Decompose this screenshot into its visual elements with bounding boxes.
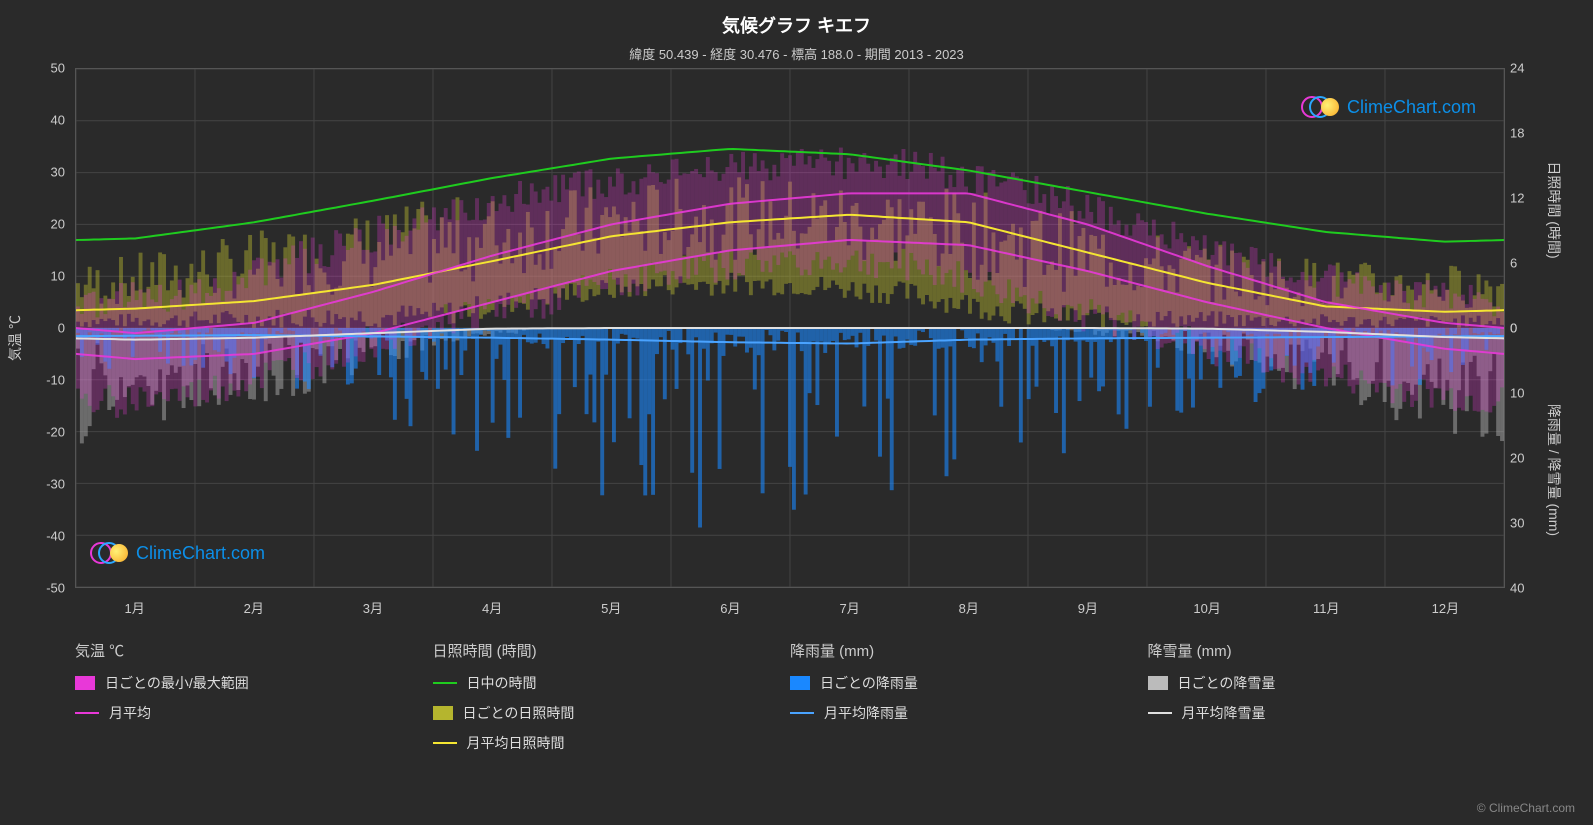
legend-swatch bbox=[1148, 676, 1168, 690]
legend-label: 日中の時間 bbox=[467, 673, 537, 693]
legend-label: 日ごとの最小/最大範囲 bbox=[105, 673, 249, 693]
legend-col-temperature: 気温 ℃ 日ごとの最小/最大範囲 月平均 bbox=[75, 640, 433, 800]
legend-label: 日ごとの降雪量 bbox=[1178, 673, 1276, 693]
chart-container: { "title": "気候グラフ キエフ", "subtitle": "緯度 … bbox=[0, 0, 1593, 825]
legend-label: 月平均降雪量 bbox=[1182, 703, 1266, 723]
copyright-text: © ClimeChart.com bbox=[1477, 801, 1575, 815]
legend-label: 月平均日照時間 bbox=[467, 733, 565, 753]
chart-title: 気候グラフ キエフ bbox=[0, 0, 1593, 38]
legend-item-rain-avg: 月平均降雨量 bbox=[790, 703, 1148, 723]
legend-item-snow-avg: 月平均降雪量 bbox=[1148, 703, 1506, 723]
legend-swatch bbox=[75, 676, 95, 690]
y-axis-right-bottom-label: 降雨量 / 降雪量 (mm) bbox=[1544, 404, 1564, 536]
legend-line-swatch bbox=[790, 712, 814, 714]
legend-line-swatch bbox=[433, 742, 457, 744]
watermark-text: ClimeChart.com bbox=[1347, 97, 1476, 118]
climechart-logo-icon bbox=[90, 541, 130, 565]
legend-line-swatch bbox=[1148, 712, 1172, 714]
legend-line-swatch bbox=[433, 682, 457, 684]
watermark-text: ClimeChart.com bbox=[136, 543, 265, 564]
watermark-top: ClimeChart.com bbox=[1301, 95, 1476, 119]
legend-label: 月平均降雨量 bbox=[824, 703, 908, 723]
legend-swatch bbox=[433, 706, 453, 720]
legend-item-sunshine-daily: 日ごとの日照時間 bbox=[433, 703, 791, 723]
climechart-logo-icon bbox=[1301, 95, 1341, 119]
legend-item-rain-daily: 日ごとの降雨量 bbox=[790, 673, 1148, 693]
legend-label: 日ごとの降雨量 bbox=[820, 673, 918, 693]
legend-label: 日ごとの日照時間 bbox=[463, 703, 575, 723]
chart-plot-area: ClimeChart.com ClimeChart.com bbox=[75, 68, 1505, 588]
watermark-bottom: ClimeChart.com bbox=[90, 541, 265, 565]
y-axis-right-top: 24181260 bbox=[1510, 68, 1540, 328]
chart-svg bbox=[76, 69, 1504, 587]
legend-line-swatch bbox=[75, 712, 99, 714]
legend-col-sunshine: 日照時間 (時間) 日中の時間 日ごとの日照時間 月平均日照時間 bbox=[433, 640, 791, 800]
legend-item-daylight: 日中の時間 bbox=[433, 673, 791, 693]
x-axis: 1月2月3月4月5月6月7月8月9月10月11月12月 bbox=[75, 590, 1505, 620]
legend-item-temp-range: 日ごとの最小/最大範囲 bbox=[75, 673, 433, 693]
y-axis-left-label: 気温 ℃ bbox=[5, 315, 25, 361]
legend-label: 月平均 bbox=[109, 703, 151, 723]
legend-header: 日照時間 (時間) bbox=[433, 640, 791, 661]
legend-item-temp-avg: 月平均 bbox=[75, 703, 433, 723]
legend: 気温 ℃ 日ごとの最小/最大範囲 月平均 日照時間 (時間) 日中の時間 日ごと… bbox=[75, 640, 1505, 800]
legend-item-snow-daily: 日ごとの降雪量 bbox=[1148, 673, 1506, 693]
legend-item-sunshine-avg: 月平均日照時間 bbox=[433, 733, 791, 753]
legend-header: 気温 ℃ bbox=[75, 640, 433, 661]
legend-swatch bbox=[790, 676, 810, 690]
legend-col-snow: 降雪量 (mm) 日ごとの降雪量 月平均降雪量 bbox=[1148, 640, 1506, 800]
legend-col-rain: 降雨量 (mm) 日ごとの降雨量 月平均降雨量 bbox=[790, 640, 1148, 800]
y-axis-right-bottom: 010203040 bbox=[1510, 328, 1540, 588]
y-axis-right-top-label: 日照時間 (時間) bbox=[1544, 161, 1564, 258]
legend-header: 降雪量 (mm) bbox=[1148, 640, 1506, 661]
y-axis-left: 50403020100-10-20-30-40-50 bbox=[30, 68, 70, 588]
legend-header: 降雨量 (mm) bbox=[790, 640, 1148, 661]
chart-subtitle: 緯度 50.439 - 経度 30.476 - 標高 188.0 - 期間 20… bbox=[0, 38, 1593, 63]
